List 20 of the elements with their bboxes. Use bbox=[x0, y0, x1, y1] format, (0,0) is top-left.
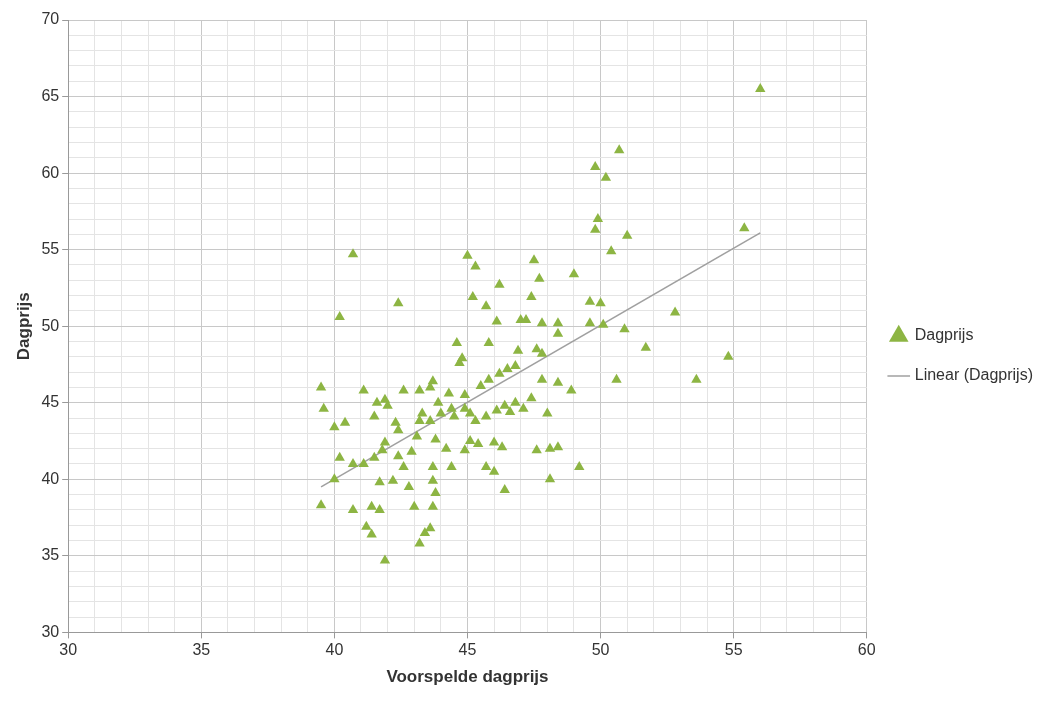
x-tick-label: 35 bbox=[192, 641, 211, 659]
y-tick-label: 65 bbox=[41, 86, 60, 104]
x-tick-label: 45 bbox=[458, 641, 477, 659]
y-tick-label: 30 bbox=[41, 622, 60, 640]
y-tick-label: 60 bbox=[41, 163, 60, 181]
y-tick-label: 45 bbox=[41, 393, 60, 411]
x-tick-label: 50 bbox=[591, 641, 610, 659]
x-tick-label: 60 bbox=[857, 641, 876, 659]
y-tick-label: 55 bbox=[41, 240, 60, 258]
x-tick-label: 40 bbox=[325, 641, 344, 659]
y-tick-label: 70 bbox=[41, 10, 60, 28]
legend-label: Dagprijs bbox=[914, 326, 974, 344]
x-tick-label: 30 bbox=[59, 641, 78, 659]
x-axis-title: Voorspelde dagprijs bbox=[386, 667, 549, 687]
y-tick-label: 50 bbox=[41, 316, 60, 334]
x-tick-label: 55 bbox=[724, 641, 743, 659]
y-tick-label: 40 bbox=[41, 469, 60, 487]
y-tick-label: 35 bbox=[41, 546, 60, 564]
y-axis-title: Dagprijs bbox=[13, 292, 33, 361]
legend-label: Linear (Dagprijs) bbox=[914, 366, 1033, 384]
